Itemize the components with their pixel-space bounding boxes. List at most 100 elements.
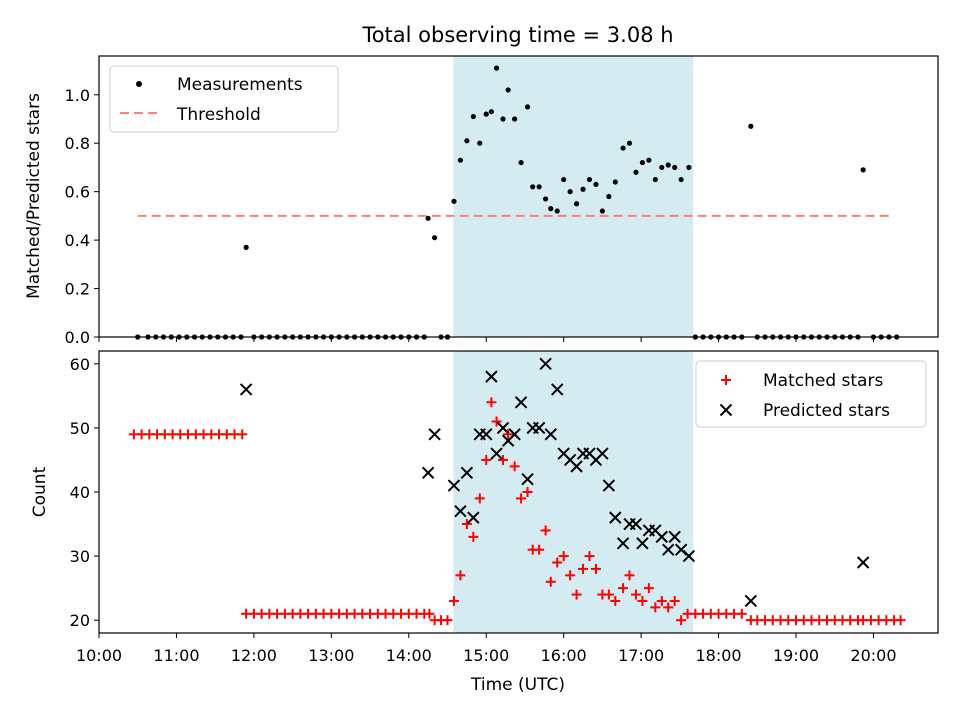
- x-tick-label: 13:00: [308, 646, 354, 665]
- bottom-y-tick-label: 40: [70, 483, 90, 502]
- bottom-axes-frame: [98, 350, 939, 634]
- measurement-point: [860, 167, 866, 173]
- predicted-star-point: [539, 357, 552, 371]
- predicted-star-point: [616, 537, 630, 550]
- predicted-star-point: [421, 466, 435, 479]
- measurement-point: [686, 164, 692, 171]
- top-y-tick-label: 0.2: [65, 280, 90, 299]
- predicted-star-point: [490, 447, 503, 460]
- predicted-star-point: [508, 428, 521, 441]
- matched-star-point: [610, 595, 621, 606]
- predicted-star-point: [856, 556, 870, 569]
- measurement-point: [665, 162, 671, 168]
- predicted-star-point: [629, 517, 643, 531]
- ratio-panel: 0.0 0.2 0.4 0.6 0.8 1.0 Matched/Predicted sta…: [24, 55, 939, 347]
- legend-plus-glyph: [721, 375, 731, 385]
- measurement-point: [483, 111, 489, 117]
- predicted-star-point: [662, 543, 675, 556]
- measurement-point: [659, 164, 665, 171]
- matched-star-point: [584, 551, 595, 562]
- measurement-point: [457, 157, 464, 163]
- legend-predicted-label: Predicted stars: [763, 401, 890, 421]
- predicted-star-point: [636, 537, 649, 550]
- matched-star-point: [578, 563, 589, 574]
- matched-star-point: [637, 595, 648, 606]
- measurement-point: [599, 208, 606, 214]
- bottom-y-axis-label: Count: [30, 466, 50, 517]
- matched-star-point: [522, 487, 533, 497]
- top-y-tick-label: 1.0: [65, 86, 90, 105]
- x-tick-label: 20:00: [850, 646, 896, 665]
- measurement-point: [543, 196, 549, 202]
- matched-star-point: [603, 589, 614, 600]
- matched-star-point: [669, 595, 680, 606]
- predicted-star-point: [480, 428, 493, 441]
- measurement-point: [652, 176, 658, 183]
- measurement-point: [593, 181, 599, 187]
- bottom-legend-box: [695, 360, 927, 428]
- x-tick-label: 19:00: [773, 646, 819, 665]
- measurement-point: [620, 145, 626, 151]
- matched-star-point: [630, 589, 641, 600]
- top-y-tick-label: 0.0: [65, 328, 90, 347]
- predicted-star-markers: [239, 357, 870, 608]
- matched-star-point: [663, 602, 674, 613]
- measurement-point: [612, 179, 618, 185]
- bottom-y-ticks: 20 30 40 50 60: [70, 355, 99, 630]
- measurement-point: [548, 206, 554, 212]
- x-tick-label: 11:00: [153, 646, 199, 665]
- predicted-star-point: [602, 479, 616, 492]
- predicted-star-point: [467, 511, 480, 524]
- x-tick-label: 18:00: [696, 646, 742, 665]
- x-tick-label: 17:00: [618, 646, 664, 665]
- predicted-star-point: [744, 594, 758, 608]
- predicted-star-point: [682, 549, 696, 563]
- matched-star-point: [571, 589, 582, 600]
- legend-matched-label: Matched stars: [763, 371, 883, 391]
- bottom-y-tick-label: 30: [70, 547, 90, 566]
- measurement-point: [477, 140, 483, 146]
- bottom-y-tick-label: 20: [70, 611, 90, 630]
- top-y-tick-label: 0.6: [65, 183, 90, 202]
- count-panel: 20 30 40 50 60 10:00 11:00 12:00 13:00 14:00 15:0…: [30, 350, 939, 695]
- observing-window-shade: [453, 55, 694, 338]
- x-tick-label: 16:00: [541, 646, 587, 665]
- predicted-star-point: [428, 428, 441, 441]
- measurement-point: [748, 123, 754, 129]
- x-tick-label: 14:00: [386, 646, 432, 665]
- top-y-tick-label: 0.8: [65, 134, 90, 153]
- matched-star-point: [545, 576, 556, 587]
- measurement-points: [135, 65, 900, 340]
- predicted-star-point: [485, 370, 498, 383]
- measurement-point: [536, 184, 542, 190]
- bottom-legend: Matched stars Predicted stars: [695, 360, 927, 428]
- measurement-point: [488, 109, 494, 115]
- matched-star-point: [618, 583, 629, 594]
- measurement-point: [425, 215, 431, 221]
- matched-star-point: [491, 416, 502, 427]
- matched-star-point: [534, 544, 545, 555]
- measurement-point: [580, 186, 586, 192]
- matched-star-point: [552, 557, 563, 568]
- matched-star-point: [461, 519, 472, 530]
- measurement-point: [530, 184, 536, 190]
- predicted-star-point: [570, 460, 583, 473]
- measurement-point: [561, 176, 567, 183]
- measurement-point: [518, 159, 524, 166]
- measurement-point: [505, 87, 511, 93]
- matched-star-point: [481, 454, 492, 465]
- bottom-x-ticks: 10:00 11:00 12:00 13:00 14:00 15:00 16:00 17:00…: [76, 633, 897, 665]
- matched-star-point: [442, 615, 453, 626]
- predicted-star-point: [655, 530, 668, 544]
- measurement-point: [470, 113, 476, 120]
- measurement-point: [672, 164, 678, 171]
- x-tick-label: 12:00: [231, 646, 277, 665]
- x-tick-label: 15:00: [463, 646, 509, 665]
- chart-title: Total observing time = 3.08 h: [361, 23, 673, 47]
- legend-measurements-label: Measurements: [177, 75, 303, 95]
- top-legend-box: [109, 65, 339, 133]
- matched-star-point: [565, 570, 576, 581]
- measurement-point: [646, 157, 652, 163]
- matched-star-point: [656, 595, 667, 606]
